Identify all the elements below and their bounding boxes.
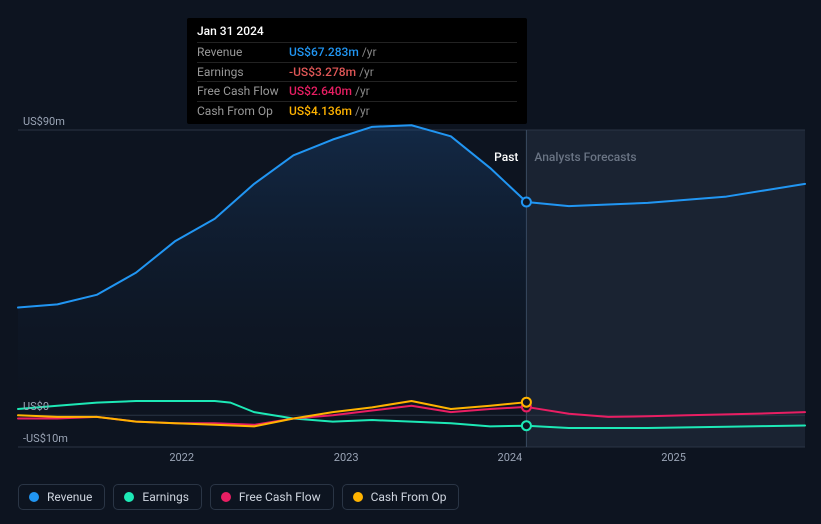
chart-container: Jan 31 2024 RevenueUS$67.283m/yrEarnings… bbox=[0, 0, 821, 524]
legend-dot-icon bbox=[29, 492, 39, 502]
legend-item-label: Revenue bbox=[47, 490, 92, 504]
legend-item-revenue[interactable]: Revenue bbox=[18, 484, 105, 510]
tooltip-row-label: Earnings bbox=[197, 65, 289, 79]
x-axis-label: 2023 bbox=[334, 451, 359, 464]
legend-item-label: Earnings bbox=[142, 490, 189, 504]
legend: Revenue Earnings Free Cash Flow Cash From O… bbox=[18, 484, 459, 510]
y-axis-label: -US$10m bbox=[23, 432, 68, 445]
tooltip-row-unit: /yr bbox=[355, 84, 370, 98]
section-label-past: Past bbox=[494, 150, 518, 164]
legend-dot-icon bbox=[124, 492, 134, 502]
legend-item-earnings[interactable]: Earnings bbox=[113, 484, 202, 510]
tooltip-row: Cash From OpUS$4.136m/yr bbox=[197, 101, 517, 120]
tooltip-date: Jan 31 2024 bbox=[197, 24, 517, 42]
x-axis-label: 2022 bbox=[169, 451, 194, 464]
tooltip-row-unit: /yr bbox=[355, 104, 370, 118]
legend-item-label: Free Cash Flow bbox=[239, 490, 321, 504]
tooltip-row: RevenueUS$67.283m/yr bbox=[197, 42, 517, 61]
x-axis-label: 2024 bbox=[498, 451, 523, 464]
tooltip-row-label: Free Cash Flow bbox=[197, 84, 289, 98]
y-axis-label: US$0 bbox=[23, 400, 49, 413]
tooltip-row-value: US$2.640m bbox=[289, 84, 352, 98]
tooltip-row-label: Cash From Op bbox=[197, 104, 289, 118]
tooltip-row: Free Cash FlowUS$2.640m/yr bbox=[197, 81, 517, 100]
legend-dot-icon bbox=[221, 492, 231, 502]
tooltip-row-value: US$4.136m bbox=[289, 104, 352, 118]
tooltip-row-label: Revenue bbox=[197, 45, 289, 59]
section-label-forecast: Analysts Forecasts bbox=[534, 150, 636, 164]
tooltip-row: Earnings-US$3.278m/yr bbox=[197, 62, 517, 81]
tooltip: Jan 31 2024 RevenueUS$67.283m/yrEarnings… bbox=[187, 18, 527, 124]
tooltip-row-value: -US$3.278m bbox=[289, 65, 356, 79]
legend-item-label: Cash From Op bbox=[371, 490, 447, 504]
legend-dot-icon bbox=[353, 492, 363, 502]
tooltip-row-unit: /yr bbox=[359, 65, 374, 79]
y-axis-label: US$90m bbox=[23, 115, 65, 128]
tooltip-row-unit: /yr bbox=[362, 45, 377, 59]
legend-item-cfo[interactable]: Cash From Op bbox=[342, 484, 460, 510]
legend-item-fcf[interactable]: Free Cash Flow bbox=[210, 484, 334, 510]
x-axis-label: 2025 bbox=[661, 451, 686, 464]
tooltip-row-value: US$67.283m bbox=[289, 45, 359, 59]
